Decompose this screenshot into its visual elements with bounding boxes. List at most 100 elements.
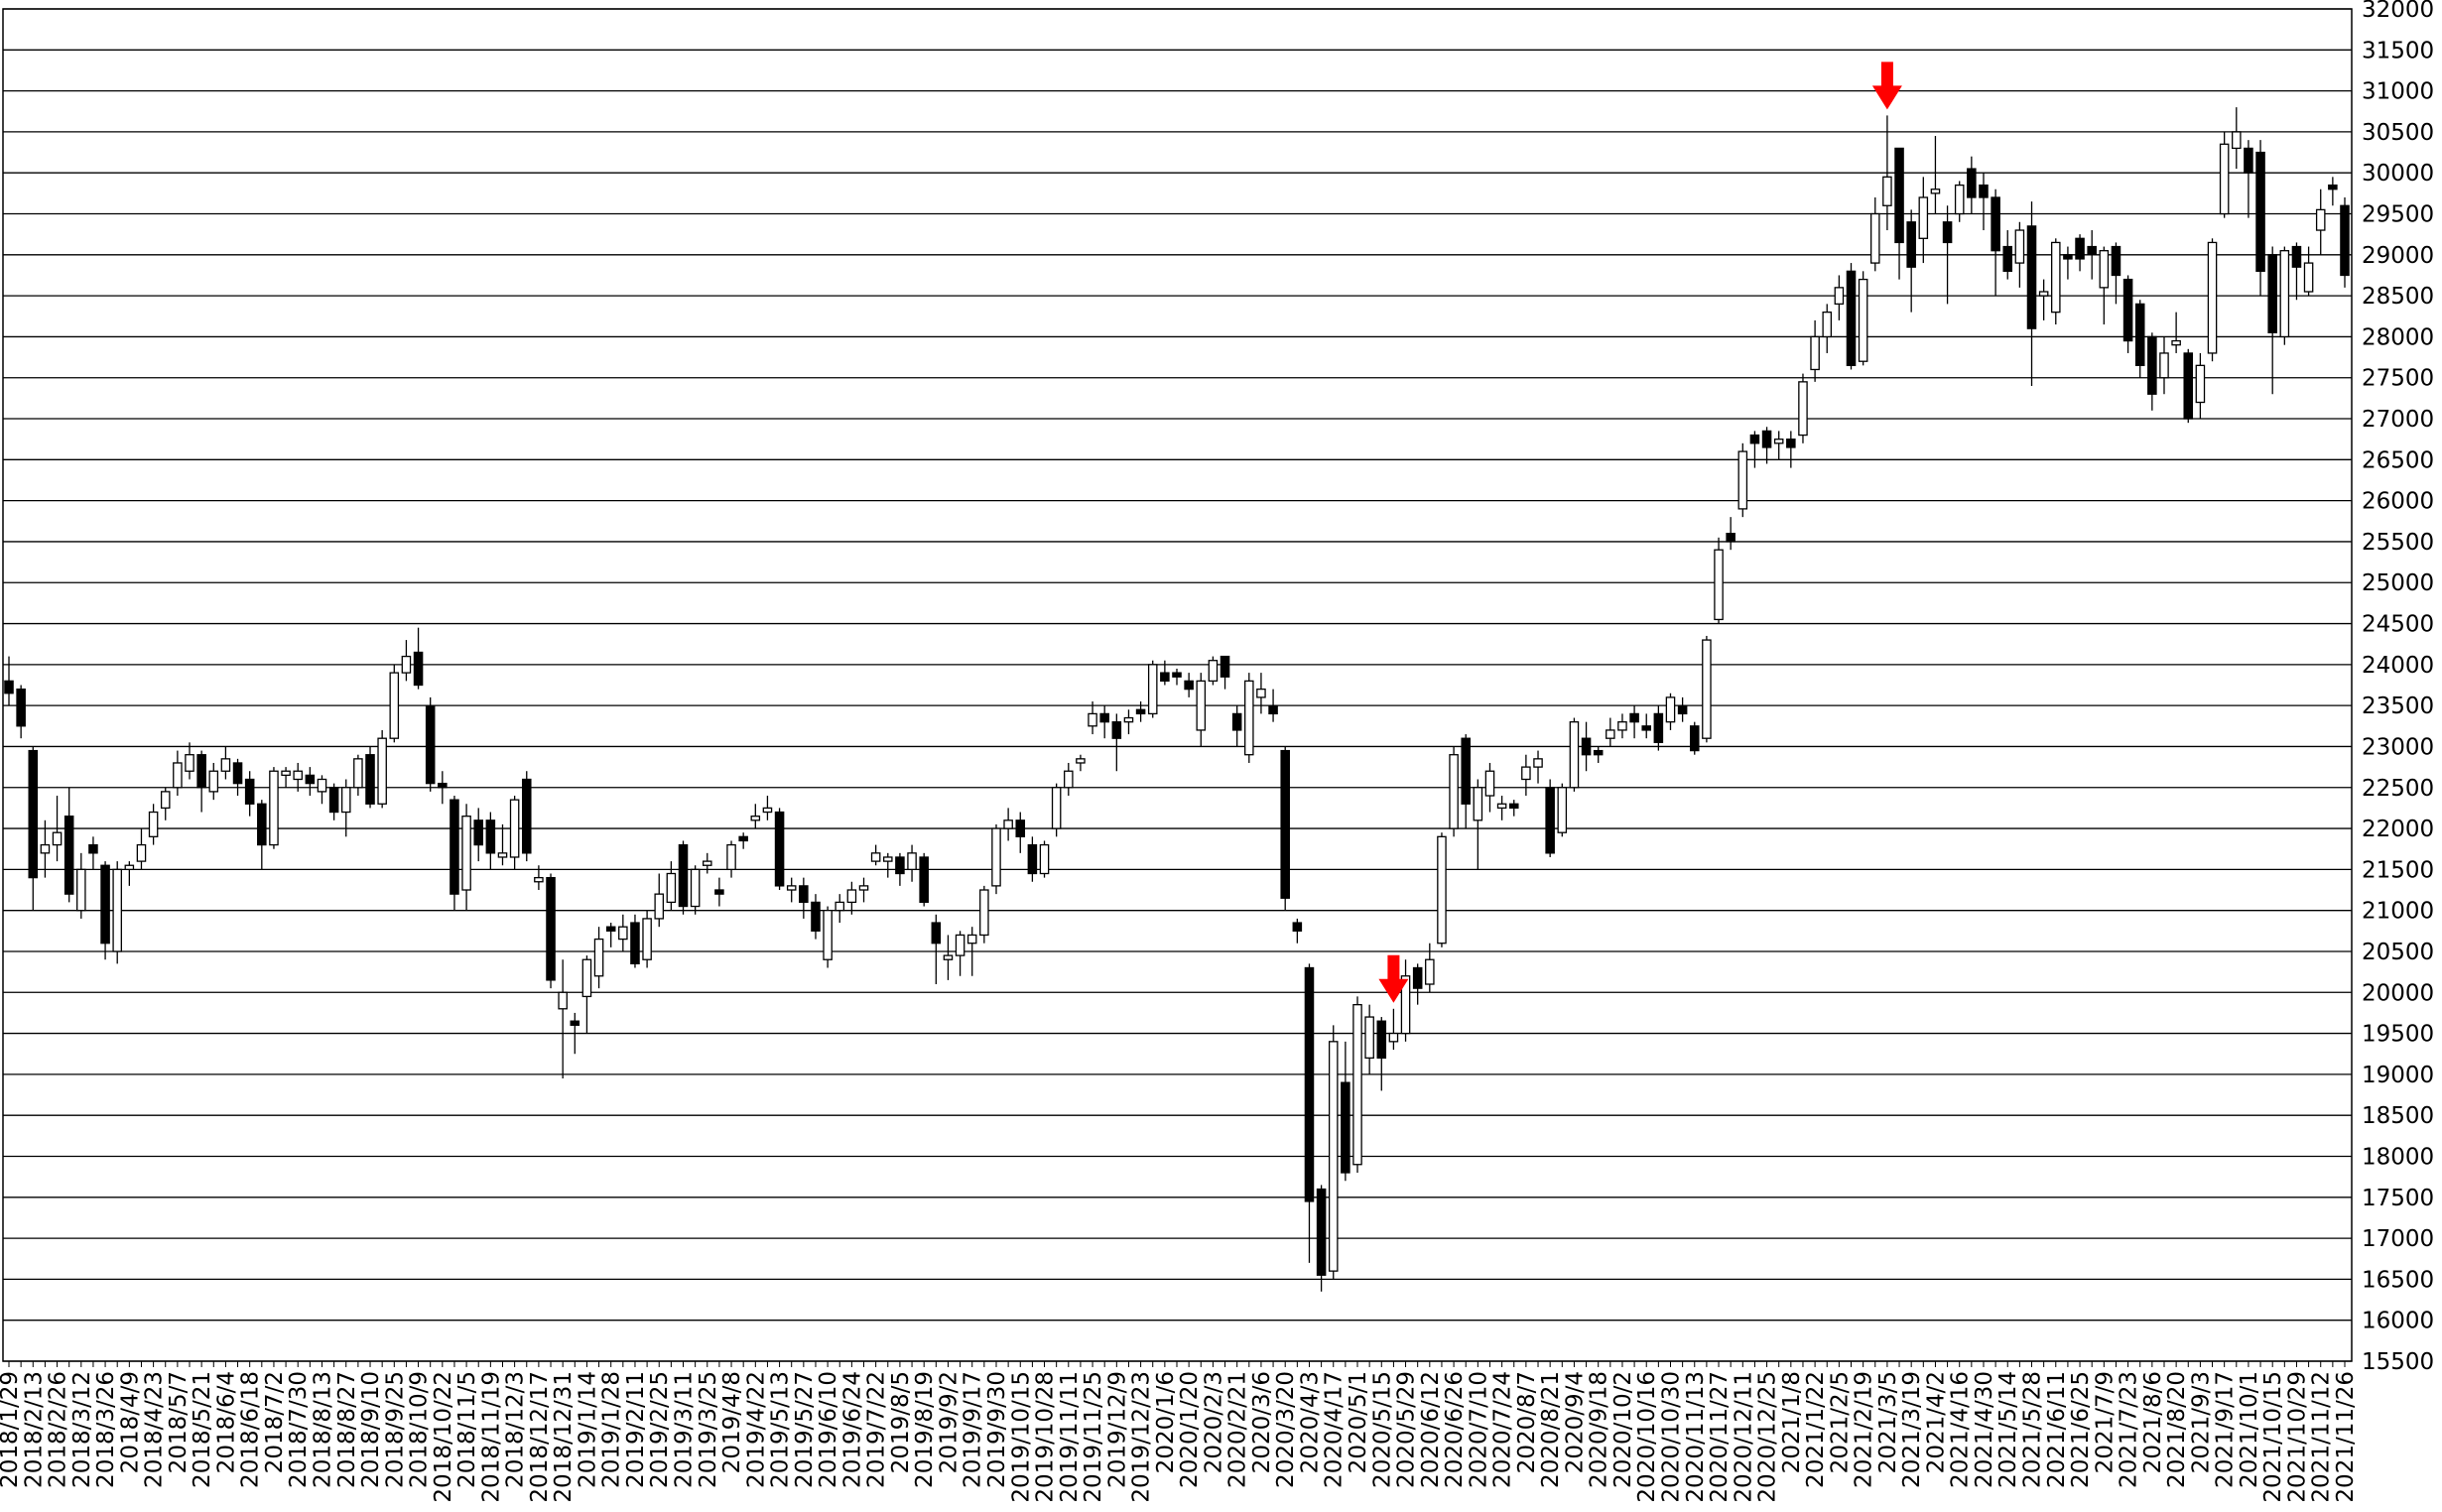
- candle-body: [2255, 151, 2265, 272]
- candle-body: [2303, 262, 2314, 293]
- candle-body: [811, 901, 821, 932]
- candle-body: [1135, 708, 1146, 715]
- y-tick-label: 17000: [2362, 1226, 2434, 1252]
- candle-body: [630, 922, 640, 965]
- candle-body: [1918, 196, 1929, 239]
- candle-body: [1714, 549, 1724, 621]
- x-tick-label: 2021/1/22: [1803, 1371, 1829, 1488]
- candle-body: [1280, 749, 1290, 899]
- x-tick-label: 2020/10/2: [1610, 1371, 1636, 1488]
- candle-body: [1099, 712, 1109, 723]
- candle-body: [1268, 704, 1278, 715]
- candle-body: [1123, 716, 1134, 723]
- candle-body: [1726, 533, 1735, 543]
- candle-body: [1545, 787, 1555, 854]
- x-tick-label: 2019/2/11: [623, 1371, 649, 1488]
- x-tick-label: 2021/5/28: [2020, 1371, 2046, 1488]
- x-tick-label: 2021/2/19: [1852, 1371, 1877, 1488]
- candle-body: [377, 737, 387, 805]
- candle-body: [534, 876, 544, 883]
- y-tick-label: 20000: [2362, 980, 2434, 1006]
- y-tick-label: 25000: [2362, 570, 2434, 596]
- candle-body: [497, 852, 508, 858]
- candle-body: [244, 778, 255, 805]
- candle-body: [2075, 237, 2085, 260]
- candle-body: [1412, 966, 1423, 989]
- x-tick-label: 2019/11/25: [1081, 1371, 1106, 1503]
- candle-body: [1930, 189, 1941, 194]
- x-tick-label: 2019/6/10: [816, 1371, 841, 1488]
- x-tick-label: 2021/4/2: [1923, 1371, 1949, 1473]
- x-tick-label: 2019/8/5: [888, 1371, 914, 1473]
- candle-body: [76, 868, 86, 912]
- candle-body: [2183, 352, 2194, 420]
- x-tick-label: 2019/7/22: [864, 1371, 890, 1488]
- x-tick-label: 2019/10/28: [1033, 1371, 1059, 1503]
- x-tick-label: 2018/6/4: [213, 1371, 239, 1473]
- x-tick-label: 2018/6/18: [238, 1371, 264, 1488]
- candle-body: [28, 749, 39, 879]
- x-tick-label: 2020/3/6: [1249, 1371, 1275, 1473]
- candle-body: [786, 885, 797, 891]
- x-tick-label: 2021/9/17: [2213, 1371, 2239, 1488]
- candle-body: [546, 876, 556, 981]
- y-tick-label: 21000: [2362, 899, 2434, 925]
- candle-body: [1629, 712, 1639, 723]
- x-tick-label: 2020/4/17: [1322, 1371, 1348, 1488]
- x-tick-label: 2018/8/27: [334, 1371, 360, 1488]
- x-tick-label: 2020/7/24: [1490, 1371, 1516, 1488]
- y-tick-label: 31000: [2362, 79, 2434, 105]
- x-tick-label: 2021/5/14: [1995, 1371, 2021, 1488]
- x-tick-label: 2019/11/11: [1057, 1371, 1083, 1503]
- x-tick-label: 2018/12/3: [503, 1371, 529, 1488]
- candle-body: [1027, 843, 1038, 875]
- candle-body: [1521, 766, 1531, 781]
- x-tick-label: 2019/5/27: [792, 1371, 818, 1488]
- y-tick-label: 28500: [2362, 284, 2434, 310]
- candle-body: [618, 926, 628, 941]
- candle-body: [1184, 680, 1194, 691]
- candle-body: [4, 680, 14, 694]
- x-tick-label: 2020/5/15: [1369, 1371, 1395, 1488]
- candle-body: [1292, 922, 1303, 932]
- x-tick-label: 2020/2/3: [1201, 1371, 1226, 1473]
- x-tick-label: 2018/3/12: [69, 1371, 95, 1488]
- candle-body: [1231, 712, 1242, 731]
- y-tick-label: 30500: [2362, 120, 2434, 146]
- x-tick-label: 2020/5/29: [1394, 1371, 1420, 1488]
- x-tick-label: 2020/6/12: [1418, 1371, 1444, 1488]
- candle-body: [1425, 958, 1435, 985]
- candle-body: [196, 754, 206, 789]
- x-tick-label: 2020/12/11: [1731, 1371, 1756, 1503]
- candle-body: [1834, 287, 1845, 306]
- y-tick-label: 20500: [2362, 940, 2434, 965]
- x-tick-label: 2018/9/25: [382, 1371, 408, 1488]
- x-tick-label: 2021/11/26: [2333, 1371, 2359, 1503]
- x-tick-label: 2020/8/21: [1538, 1371, 1564, 1488]
- y-tick-label: 16000: [2362, 1309, 2434, 1334]
- y-tick-label: 15500: [2362, 1349, 2434, 1375]
- x-tick-label: 2019/5/13: [768, 1371, 794, 1488]
- candle-body: [1484, 770, 1495, 797]
- y-tick-label: 19000: [2362, 1063, 2434, 1088]
- candle-body: [846, 889, 857, 904]
- candle-body: [2328, 184, 2338, 190]
- x-tick-label: 2021/10/29: [2284, 1371, 2310, 1503]
- highlight-arrow: [1378, 954, 1409, 1003]
- x-tick-label: 2018/12/31: [551, 1371, 577, 1503]
- candle-body: [305, 774, 316, 785]
- x-tick-label: 2020/1/20: [1177, 1371, 1203, 1488]
- y-tick-label: 18000: [2362, 1144, 2434, 1170]
- candle-body: [666, 872, 677, 904]
- y-tick-label: 22000: [2362, 817, 2434, 842]
- candle-body: [257, 803, 267, 846]
- x-tick-label: 2020/7/10: [1466, 1371, 1491, 1488]
- x-tick-label: 2018/5/21: [190, 1371, 215, 1488]
- x-tick-label: 2021/8/6: [2140, 1371, 2166, 1473]
- x-tick-label: 2021/4/16: [1948, 1371, 1974, 1488]
- candle-body: [317, 778, 327, 793]
- candle-body: [1208, 660, 1219, 683]
- x-tick-label: 2018/7/30: [286, 1371, 312, 1488]
- candle-body: [208, 770, 219, 793]
- x-tick-label: 2018/10/22: [431, 1371, 456, 1503]
